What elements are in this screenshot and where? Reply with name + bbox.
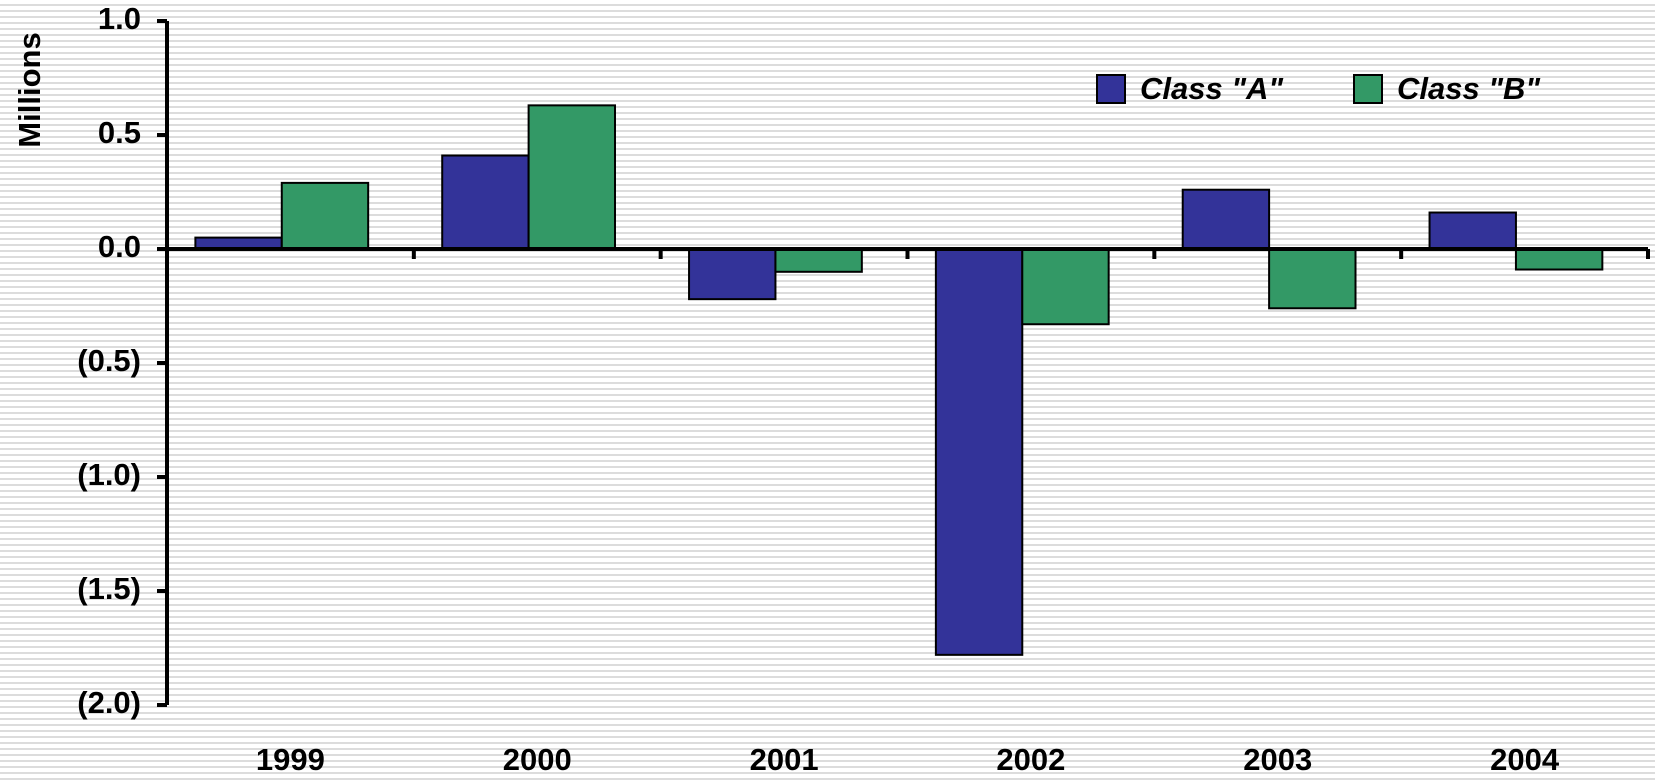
x-tick-label: 2001 [750,742,819,777]
bar [774,248,863,273]
y-tick-label: (1.0) [77,457,141,492]
y-tick-label: (1.5) [77,571,141,606]
y-tick-label: 1.0 [98,1,141,36]
bar [1181,188,1271,250]
bar [688,248,777,301]
x-tick-label: 2003 [1243,742,1312,777]
bar [1268,248,1357,310]
x-tick-label: 2002 [996,742,1065,777]
bar [527,104,617,250]
y-tick-label: (2.0) [77,685,141,720]
bar [441,154,530,251]
bar [1514,248,1604,271]
legend-swatch [1353,74,1383,104]
x-tick-label: 2000 [503,742,572,777]
bar [280,181,370,251]
bar [934,248,1024,656]
y-tick-label: 0.0 [98,229,141,264]
y-axis-title: Millions [12,32,47,147]
legend-label: Class "A" [1140,71,1284,106]
legend-swatch [1096,74,1126,104]
bar [1428,211,1517,251]
x-tick-label: 2004 [1490,742,1560,777]
bar [1021,248,1110,326]
y-tick-label: (0.5) [77,343,141,378]
y-tick-label: 0.5 [98,115,141,150]
x-tick-label: 1999 [256,742,325,777]
legend-label: Class "B" [1397,71,1541,106]
